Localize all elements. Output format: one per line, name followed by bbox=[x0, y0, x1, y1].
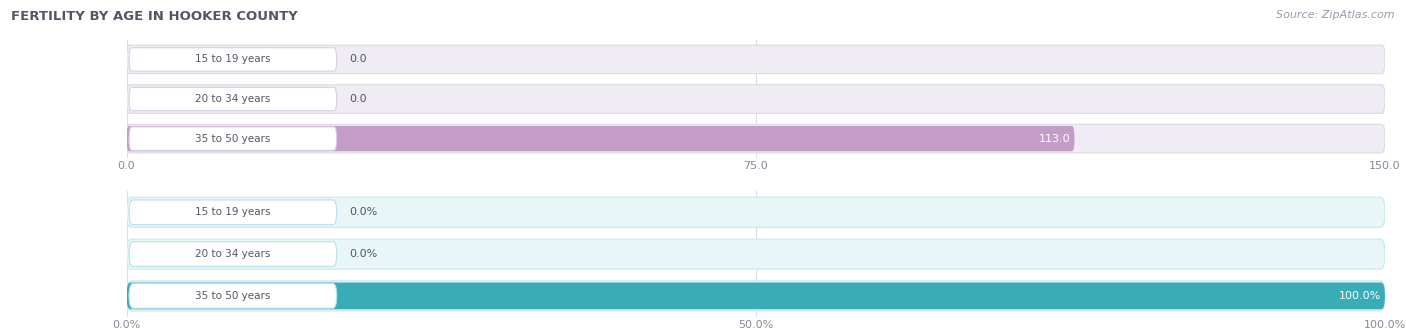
Text: 100.0%: 100.0% bbox=[1339, 291, 1381, 301]
Text: 0.0: 0.0 bbox=[349, 94, 367, 104]
Text: 0.0: 0.0 bbox=[349, 54, 367, 64]
FancyBboxPatch shape bbox=[127, 281, 1385, 311]
FancyBboxPatch shape bbox=[127, 197, 1385, 227]
Text: FERTILITY BY AGE IN HOOKER COUNTY: FERTILITY BY AGE IN HOOKER COUNTY bbox=[11, 10, 298, 23]
Text: 35 to 50 years: 35 to 50 years bbox=[195, 134, 270, 144]
FancyBboxPatch shape bbox=[127, 282, 1385, 309]
FancyBboxPatch shape bbox=[127, 239, 1385, 269]
FancyBboxPatch shape bbox=[129, 48, 336, 71]
Text: 0.0%: 0.0% bbox=[349, 249, 378, 259]
Text: 113.0: 113.0 bbox=[1039, 134, 1071, 144]
FancyBboxPatch shape bbox=[127, 124, 1385, 153]
Text: 0.0%: 0.0% bbox=[349, 207, 378, 217]
FancyBboxPatch shape bbox=[127, 85, 1385, 113]
FancyBboxPatch shape bbox=[127, 45, 1385, 74]
Text: 35 to 50 years: 35 to 50 years bbox=[195, 291, 270, 301]
FancyBboxPatch shape bbox=[129, 127, 336, 150]
FancyBboxPatch shape bbox=[129, 87, 336, 111]
Text: 15 to 19 years: 15 to 19 years bbox=[195, 54, 270, 64]
FancyBboxPatch shape bbox=[129, 283, 336, 308]
FancyBboxPatch shape bbox=[127, 126, 1074, 151]
FancyBboxPatch shape bbox=[129, 242, 336, 266]
FancyBboxPatch shape bbox=[129, 200, 336, 225]
Text: Source: ZipAtlas.com: Source: ZipAtlas.com bbox=[1277, 10, 1395, 20]
Text: 15 to 19 years: 15 to 19 years bbox=[195, 207, 270, 217]
Text: 20 to 34 years: 20 to 34 years bbox=[195, 94, 270, 104]
Text: 20 to 34 years: 20 to 34 years bbox=[195, 249, 270, 259]
